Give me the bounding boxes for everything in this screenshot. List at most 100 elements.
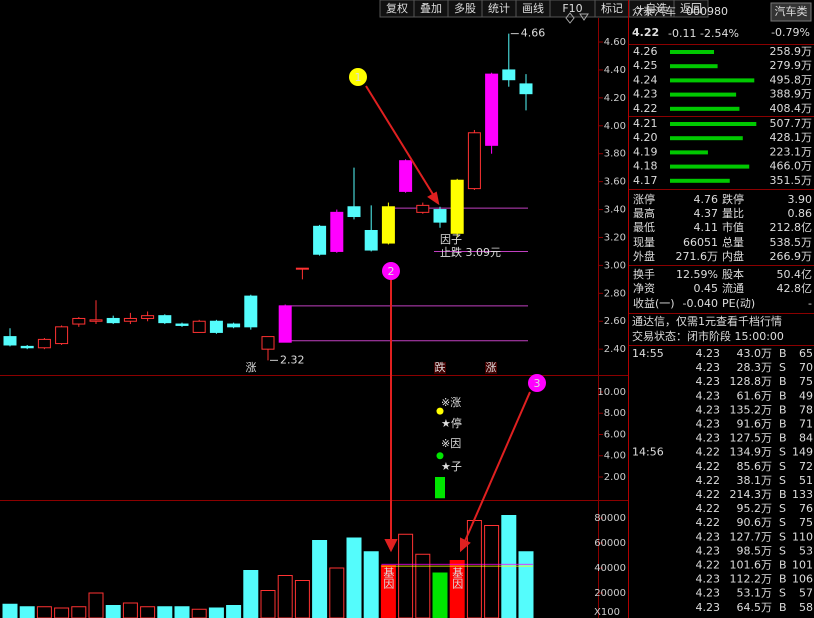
message: 通达信，仅需1元查看千档行情	[632, 314, 782, 328]
stat-value: 50.4亿	[777, 268, 813, 281]
y-tick-label: 60000	[594, 538, 626, 549]
book-price: 4.20	[633, 131, 658, 144]
scroll-icons[interactable]	[565, 12, 589, 24]
signal-label: 跌	[435, 360, 446, 374]
signal-point	[436, 452, 444, 460]
tick-volume: 128.8万	[730, 375, 773, 388]
tick-side: B	[779, 389, 787, 402]
tick-count: 110	[792, 530, 813, 543]
stat-label: 最高	[633, 206, 655, 220]
candle-body	[244, 295, 258, 328]
book-volume: 495.8万	[770, 73, 813, 86]
tick-side: S	[779, 460, 786, 473]
volume-bar	[260, 590, 276, 618]
tick-price: 4.22	[696, 488, 721, 501]
y-tick-label: 2.80	[604, 288, 626, 299]
tick-volume: 101.6万	[730, 559, 773, 572]
stat-value: 0.86	[788, 207, 813, 220]
toolbar-label: 返回	[680, 2, 702, 15]
signal-box	[434, 362, 446, 374]
stat-value: 0.45	[694, 282, 719, 295]
toolbar: 复权 叠加 多股 统计 画线 F10 标记 +自选 返回	[379, 0, 709, 18]
tick-count: 133	[792, 488, 813, 501]
stat-label: 内盘	[722, 249, 744, 263]
volume-bar	[88, 592, 104, 618]
bar-label: 基因	[451, 567, 464, 590]
volume-bar	[54, 607, 70, 618]
callout-circle	[349, 68, 367, 86]
tick-volume: 90.6万	[737, 516, 773, 529]
trough-label: 2.32	[280, 353, 305, 366]
book-volume: 279.9万	[770, 59, 813, 72]
volume-bar	[484, 525, 500, 618]
tick-count: 65	[799, 347, 813, 360]
tick-side: B	[779, 347, 787, 360]
bar-label: 基因	[382, 567, 395, 590]
book-volume: 223.1万	[770, 145, 813, 158]
sector-button[interactable]	[770, 2, 812, 22]
stat-value: 42.8亿	[777, 282, 813, 295]
book-bar	[670, 106, 740, 111]
candle-body	[295, 267, 309, 270]
stat-label: 流通	[722, 281, 744, 295]
tick-volume: 38.1万	[737, 474, 773, 487]
stat-label: 最低	[633, 221, 655, 234]
tick-count: 84	[799, 432, 813, 445]
book-price: 4.23	[633, 88, 658, 101]
tick-side: S	[779, 446, 786, 459]
y-tick-label: 3.60	[604, 177, 626, 188]
volume-bar	[140, 606, 156, 618]
toolbar-label: +自选	[636, 2, 667, 15]
indicator-label: ※因	[441, 437, 461, 450]
tick-volume: 214.3万	[730, 488, 773, 501]
tick-volume: 127.7万	[730, 530, 773, 543]
candle-body	[72, 317, 86, 325]
candle-body	[192, 320, 206, 333]
tick-price: 4.23	[696, 601, 721, 614]
signal-point	[436, 407, 444, 415]
volume-bar	[312, 540, 328, 618]
volume-bar	[157, 606, 173, 618]
candle-body	[467, 132, 481, 190]
volume-bar	[105, 605, 121, 618]
tick-price: 4.23	[696, 403, 721, 416]
unit-label: X100	[594, 607, 620, 618]
toolbar-button[interactable]	[673, 0, 709, 18]
stock-name: 众泰汽车	[632, 4, 676, 18]
tick-price: 4.23	[696, 587, 721, 600]
volume-bar	[346, 537, 362, 618]
tick-count: 57	[799, 587, 813, 600]
tick-time: 14:56	[632, 446, 664, 459]
book-price: 4.25	[633, 59, 658, 72]
stat-label: 外盘	[633, 249, 655, 263]
tick-count: 72	[799, 460, 813, 473]
tick-count: 75	[799, 375, 813, 388]
book-bar	[670, 122, 757, 126]
quote-panel: 4.26 258.9万 4.25 279.9万 4.24 495.8万 4.23 388.9万…	[629, 44, 814, 614]
volume-bar	[226, 605, 242, 618]
volume-chart: 20000 40000 60000 80000 基因 基因 X100	[2, 513, 626, 618]
tick-side: B	[779, 432, 787, 445]
tick-volume: 64.5万	[737, 601, 773, 614]
volume-bar	[191, 608, 207, 618]
y-tick-label: 2.00	[604, 472, 626, 483]
annotation: 止跌 3.09元	[440, 245, 501, 259]
y-tick-label: 80000	[594, 513, 626, 524]
book-volume: 408.4万	[770, 102, 813, 115]
tick-count: 76	[799, 502, 813, 515]
tick-side: B	[779, 559, 787, 572]
candle-body	[89, 319, 103, 322]
stat-label: PE(动)	[722, 297, 755, 310]
tick-side: S	[779, 587, 786, 600]
volume-bar	[122, 602, 138, 618]
indicator-label: ★停	[441, 416, 462, 430]
candle-body	[416, 204, 430, 213]
volume-bar	[449, 560, 465, 618]
y-tick-label: 4.20	[604, 93, 626, 104]
tick-price: 4.23	[696, 389, 721, 402]
candle-body	[20, 345, 34, 349]
book-bar	[670, 150, 708, 155]
book-price: 4.26	[633, 45, 658, 58]
volume-bar	[19, 606, 35, 618]
stat-value: 4.76	[694, 193, 719, 206]
